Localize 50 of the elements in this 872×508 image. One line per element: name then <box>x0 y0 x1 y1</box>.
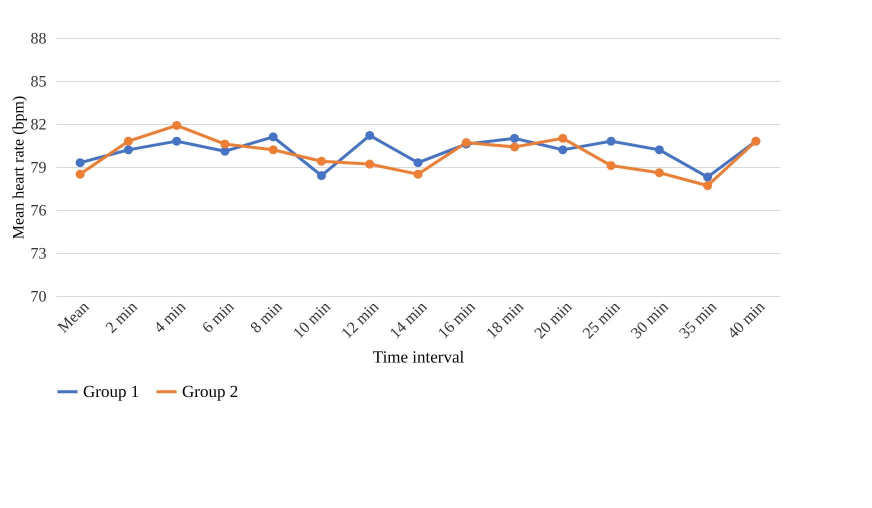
x-tick-label: 12 min <box>338 298 382 342</box>
point <box>414 170 422 179</box>
point <box>172 120 182 130</box>
point <box>703 181 712 190</box>
y-tick-label: 76 <box>30 202 46 220</box>
x-tick-label: 18 min <box>483 298 528 342</box>
x-tick-label: 30 min <box>628 298 672 342</box>
y-tick-label: 70 <box>30 288 46 306</box>
point <box>654 145 664 154</box>
point <box>558 134 568 143</box>
y-tick-label: 73 <box>30 246 46 262</box>
point <box>76 170 85 179</box>
x-tick-label: 14 min <box>386 298 431 342</box>
point <box>124 136 133 146</box>
y-tick-label: 85 <box>30 74 46 90</box>
point <box>76 158 85 168</box>
x-tick-label: 40 min <box>724 298 768 342</box>
x-tick-label: 16 min <box>435 298 479 342</box>
point <box>172 136 182 146</box>
y-axis-title: Mean heart rate (bpm) <box>10 96 28 240</box>
y-tick-label: 82 <box>30 116 46 134</box>
x-tick-label: 8 min <box>248 298 286 337</box>
y-tick-label: 79 <box>30 160 46 176</box>
x-tick-label: 2 min <box>102 298 141 337</box>
point <box>414 158 422 168</box>
point <box>558 145 568 154</box>
point <box>268 145 278 154</box>
point <box>220 140 230 149</box>
point <box>268 132 278 142</box>
point <box>124 145 133 154</box>
x-tick-label: 25 min <box>580 298 624 342</box>
point <box>510 142 520 152</box>
legend-label: Group 2 <box>182 382 238 401</box>
point <box>365 131 374 140</box>
point <box>510 134 520 143</box>
x-tick-label: 6 min <box>199 298 238 337</box>
point <box>316 156 326 166</box>
y-tick-label: 88 <box>30 30 46 48</box>
point <box>365 160 374 169</box>
x-axis-title: Time interval <box>372 348 464 367</box>
legend-label: Group 1 <box>83 382 140 401</box>
x-tick-label: 4 min <box>151 298 190 337</box>
x-tick-label: 35 min <box>676 298 720 342</box>
point <box>606 136 616 146</box>
x-tick-label: 20 min <box>532 298 576 342</box>
x-tick-label: 10 min <box>290 298 334 342</box>
point <box>703 172 712 182</box>
point <box>606 161 616 170</box>
point <box>654 168 664 178</box>
point <box>316 171 326 180</box>
